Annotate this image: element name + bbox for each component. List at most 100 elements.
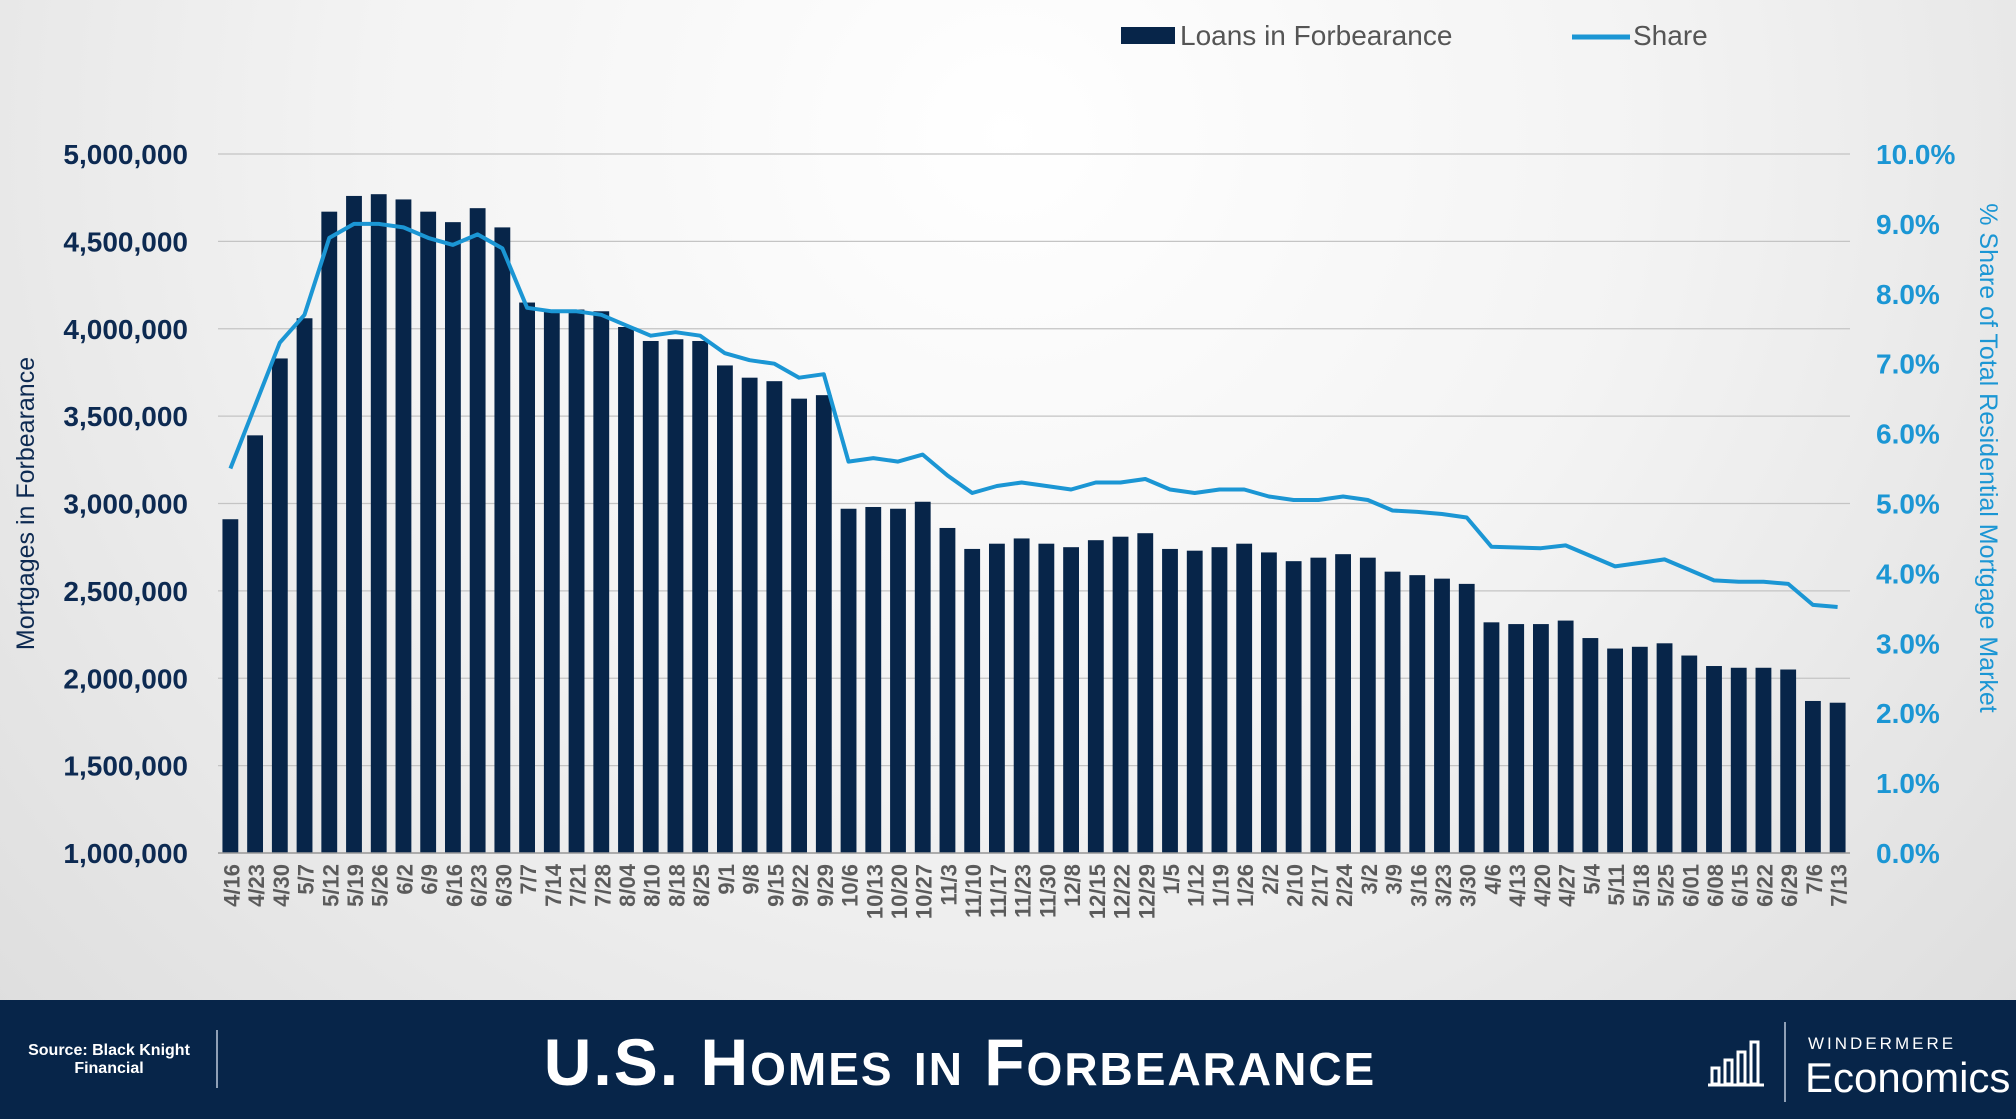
bar <box>667 339 684 853</box>
bar <box>370 194 387 853</box>
bar <box>1706 666 1722 853</box>
x-tick-label: 11/10 <box>961 864 986 918</box>
bar <box>815 395 832 853</box>
bar <box>618 327 634 853</box>
y-tick-label: 3,000,000 <box>63 489 188 520</box>
bar <box>791 398 808 853</box>
x-tick-label: 1/19 <box>1208 864 1233 907</box>
bar <box>741 377 758 853</box>
bar <box>1458 583 1475 853</box>
bar <box>642 340 659 853</box>
bar <box>939 527 956 853</box>
bar <box>444 222 461 854</box>
x-tick-label: 4/23 <box>244 864 269 907</box>
x-tick-label: 11/3 <box>936 864 961 906</box>
x-tick-label: 5/7 <box>294 864 319 895</box>
bar <box>346 195 362 853</box>
x-tick-label: 4/20 <box>1530 864 1555 907</box>
x-tick-label: 7/6 <box>1802 864 1827 895</box>
bar <box>1409 575 1426 853</box>
x-tick-label: 1/26 <box>1233 864 1258 907</box>
bar <box>1063 547 1080 853</box>
x-tick-label: 10/6 <box>838 864 863 907</box>
x-tick-label: 6/15 <box>1728 864 1753 907</box>
x-tick-label: 12/29 <box>1134 864 1159 919</box>
x-tick-label: 6/30 <box>491 864 516 907</box>
x-tick-label: 9/29 <box>813 864 838 907</box>
y-axis-title: Mortgages in Forbearance <box>12 357 40 650</box>
x-tick-label: 12/22 <box>1110 864 1135 919</box>
x-tick-label: 7/14 <box>541 863 566 907</box>
bar <box>1013 538 1030 853</box>
x-tick-label: 7/13 <box>1827 864 1852 907</box>
x-tick-label: 8/04 <box>615 863 640 907</box>
x-tick-label: 5/19 <box>343 864 368 907</box>
x-tick-label: 6/9 <box>417 864 442 895</box>
bar <box>1532 624 1549 853</box>
x-tick-label: 7/21 <box>566 864 591 907</box>
x-tick-label: 5/18 <box>1629 864 1654 907</box>
bar <box>1112 536 1129 853</box>
bar <box>766 381 783 853</box>
bar <box>1335 554 1352 853</box>
y2-axis-title: % Share of Total Residential Mortgage Ma… <box>1974 203 2002 713</box>
x-tick-label: 6/23 <box>467 864 492 907</box>
x-tick-label: 5/25 <box>1654 864 1679 907</box>
bar <box>1359 557 1376 853</box>
x-tick-label: 4/6 <box>1480 864 1505 895</box>
x-tick-label: 5/11 <box>1604 864 1629 906</box>
bar <box>1755 667 1772 853</box>
x-tick-label: 4/16 <box>219 864 244 907</box>
x-tick-label: 9/8 <box>739 864 764 895</box>
x-tick-label: 8/25 <box>689 864 714 907</box>
x-tick-label: 6/2 <box>392 864 417 895</box>
bar <box>1162 548 1178 853</box>
x-tick-label: 5/12 <box>318 864 343 907</box>
x-tick-label: 2/10 <box>1283 864 1308 907</box>
x-tick-label: 11/23 <box>1011 864 1036 918</box>
bar <box>1211 547 1228 853</box>
bar <box>988 543 1005 853</box>
x-tick-label: 7/28 <box>590 864 615 907</box>
x-tick-label: 9/15 <box>763 864 788 907</box>
y-tick-label: 5,000,000 <box>63 139 188 170</box>
bar <box>271 358 288 853</box>
bar <box>716 365 733 853</box>
source-text: Source: Black Knight Financial <box>28 1042 190 1077</box>
bar <box>1557 620 1574 853</box>
legend-label-share: Share <box>1633 20 1708 51</box>
bar <box>692 340 709 853</box>
y-tick-label: 1,500,000 <box>63 751 188 782</box>
slide-title: U.S. Homes in Forbearance <box>543 1025 1377 1099</box>
x-tick-label: 6/29 <box>1777 864 1802 907</box>
x-tick-label: 12/15 <box>1085 864 1110 919</box>
y-tick-label: 2,500,000 <box>63 576 188 607</box>
bar <box>1681 655 1698 853</box>
x-tick-label: 6/08 <box>1703 864 1728 907</box>
bar <box>865 506 882 853</box>
bar <box>568 309 585 854</box>
x-tick-label: 2/17 <box>1307 864 1332 907</box>
bar <box>1310 557 1327 853</box>
chart: 1,000,000 1,500,000 2,000,000 2,500,000 3,00… <box>12 20 2002 919</box>
y2-tick-label: 1.0% <box>1876 768 1940 799</box>
y2-tick-label: 5.0% <box>1876 489 1940 520</box>
x-tick-label: 11/17 <box>986 864 1011 918</box>
x-tick-label: 7/7 <box>516 864 541 895</box>
x-tick-label: 9/22 <box>788 864 813 907</box>
bar <box>1730 667 1747 853</box>
legend-label-loans: Loans in Forbearance <box>1180 20 1452 51</box>
bar <box>296 318 313 853</box>
x-tick-label: 10/20 <box>887 864 912 919</box>
x-tick-label: 6/16 <box>442 864 467 907</box>
x-tick-label: 4/27 <box>1555 864 1580 907</box>
bar <box>247 435 264 853</box>
y2-tick-label: 7.0% <box>1876 349 1940 380</box>
bar <box>420 211 437 854</box>
bar <box>1508 624 1525 853</box>
legend-swatch-loans <box>1121 27 1175 44</box>
x-tick-label: 1/12 <box>1184 864 1209 907</box>
bar <box>1087 540 1104 853</box>
x-tick-label: 11/30 <box>1035 864 1060 918</box>
x-tick-label: 5/4 <box>1579 863 1604 894</box>
